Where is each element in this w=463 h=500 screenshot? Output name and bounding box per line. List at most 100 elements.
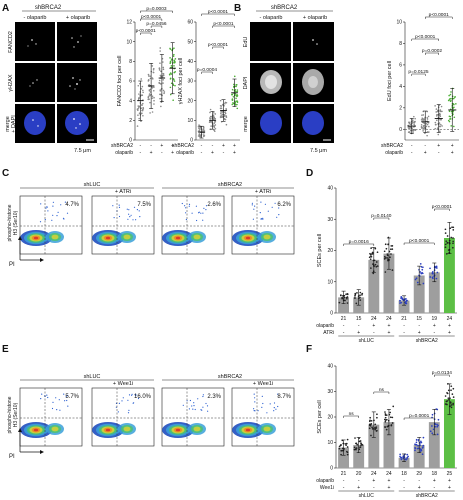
data-point <box>224 101 227 104</box>
condition-value: + <box>387 330 390 336</box>
significance-bracket <box>140 32 152 35</box>
bar <box>428 422 440 468</box>
data-point <box>137 107 139 110</box>
data-point <box>445 240 448 243</box>
n-count: 21 <box>401 316 407 322</box>
data-point <box>137 109 139 112</box>
p-value-label: p=0.0002 <box>422 48 442 54</box>
y-tick-label: 40 <box>327 186 333 192</box>
data-point <box>409 123 412 126</box>
event-dot <box>112 205 114 207</box>
data-point <box>147 79 150 81</box>
condition-row-label: shBRCA2 <box>381 143 403 149</box>
event-dot <box>44 219 46 221</box>
data-point <box>234 101 237 104</box>
data-point <box>431 432 434 435</box>
data-point <box>454 95 456 98</box>
data-point <box>391 245 394 247</box>
data-point <box>140 78 142 80</box>
data-point <box>224 102 226 105</box>
data-point <box>439 110 442 113</box>
data-point <box>384 426 386 428</box>
data-point <box>423 121 426 124</box>
arrow-head <box>18 428 22 432</box>
y-axis-label: phospho-histoneH3 (Ser10) <box>7 396 19 433</box>
data-point <box>400 458 403 461</box>
bar <box>368 424 380 468</box>
event-dot <box>64 400 66 402</box>
condition-value: - <box>343 330 345 336</box>
flow-plot <box>231 387 295 447</box>
event-dot <box>202 395 204 398</box>
event-dot <box>261 395 263 397</box>
y-tick-label: 4 <box>399 84 402 90</box>
data-point <box>209 111 211 114</box>
y-tick-label: 10 <box>187 118 193 124</box>
data-point <box>441 125 443 127</box>
data-point <box>153 99 155 102</box>
condition-value: - <box>343 323 345 329</box>
event-dot <box>52 201 55 203</box>
event-dot <box>188 203 191 205</box>
bar <box>338 297 350 313</box>
flow-plot-label: + ATRi <box>255 189 271 195</box>
density-contour <box>263 234 271 240</box>
data-point <box>359 446 362 448</box>
data-point <box>452 387 455 390</box>
event-dot <box>259 212 261 214</box>
data-point <box>210 125 212 127</box>
data-point <box>438 122 441 124</box>
panel-a-microscopy: shBRCA2 - olaparib + olaparib FANCD2 γH2… <box>5 5 97 154</box>
data-point <box>231 103 234 106</box>
flow-plot-label: + Wee1i <box>253 381 273 387</box>
data-point <box>236 107 239 110</box>
n-count: 21 <box>341 316 347 322</box>
condition-value: + <box>171 143 174 149</box>
condition-value: + <box>418 485 421 491</box>
bar <box>413 445 425 468</box>
event-dot <box>185 207 187 209</box>
p-value-label: p=0.0016 <box>349 239 369 245</box>
data-point <box>406 453 409 456</box>
data-point <box>369 416 372 419</box>
event-dot <box>205 402 207 405</box>
data-point <box>428 131 430 133</box>
condition-row-label: olaparib <box>115 150 133 156</box>
panel-b-col-label: - olaparib <box>260 15 283 21</box>
data-point <box>416 281 419 284</box>
condition-value: + <box>448 478 451 484</box>
data-point <box>432 428 435 431</box>
data-point <box>429 430 432 433</box>
event-dot <box>126 208 128 210</box>
data-point <box>221 111 224 113</box>
panel-b-header: shBRCA2 <box>271 5 298 11</box>
data-point <box>451 226 453 229</box>
gate-percentage: 5.7% <box>65 394 79 400</box>
data-point <box>449 227 452 230</box>
significance-bracket <box>411 38 439 41</box>
event-dot <box>273 407 275 409</box>
data-point <box>213 116 215 119</box>
data-point <box>391 416 394 419</box>
condition-value: + <box>433 323 436 329</box>
data-point <box>439 109 442 111</box>
data-point <box>160 105 162 108</box>
condition-row-label: shBRCA2 <box>111 143 133 149</box>
density-contour <box>105 236 111 240</box>
data-point <box>153 96 155 99</box>
data-point <box>399 300 401 302</box>
panel-a-col-label: - olaparib <box>24 15 47 21</box>
condition-value: - <box>438 150 440 156</box>
data-point <box>368 256 371 259</box>
significance-bracket <box>343 415 359 418</box>
data-point <box>234 90 237 93</box>
nucleus-merge-b-plus <box>302 111 324 135</box>
y-tick-label: 2 <box>399 106 402 112</box>
significance-bracket <box>434 208 450 211</box>
data-point <box>236 89 239 91</box>
event-dot <box>67 394 69 396</box>
data-point <box>389 411 391 414</box>
gate-percentage: 4.7% <box>65 202 79 208</box>
data-point <box>162 61 164 63</box>
